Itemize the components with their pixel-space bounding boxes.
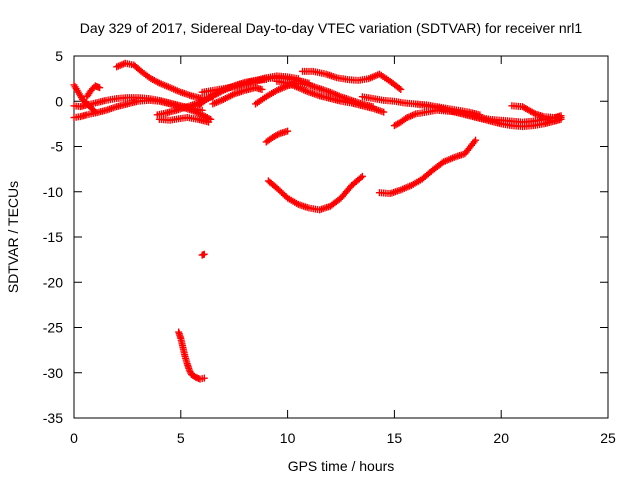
series-track-m	[299, 67, 405, 93]
series-track-e	[113, 59, 217, 103]
data-point	[557, 114, 565, 122]
chart-title: Day 329 of 2017, Sidereal Day-to-day VTE…	[80, 20, 583, 36]
x-axis-label: GPS time / hours	[288, 458, 395, 474]
y-tick-label: -35	[43, 410, 63, 426]
y-tick-label: -15	[43, 229, 63, 245]
y-tick-label: 0	[55, 93, 63, 109]
data-point	[530, 109, 538, 117]
y-axis-label: SDTVAR / TECUs	[5, 181, 21, 293]
data-point	[198, 106, 206, 114]
series-track-u	[198, 250, 208, 259]
data-point	[395, 84, 403, 92]
x-tick-label: 0	[70, 430, 78, 446]
series-track-s	[264, 172, 366, 214]
data-point	[90, 107, 98, 115]
series-track-q	[508, 102, 565, 122]
x-tick-label: 15	[387, 430, 403, 446]
data-point	[91, 108, 99, 116]
x-tick-label: 20	[493, 430, 509, 446]
series-track-t	[375, 136, 480, 198]
y-axis: 5 0 -5 -10 -15 -20 -25 -30 -35	[43, 48, 608, 426]
series-track-d	[83, 82, 104, 101]
x-axis: 0 5 10 15 20 25	[70, 56, 616, 446]
x-tick-label: 5	[177, 430, 185, 446]
series-track-v	[175, 328, 208, 383]
y-tick-label: -10	[43, 184, 63, 200]
data-point	[284, 127, 292, 135]
data-point	[258, 85, 266, 93]
x-tick-label: 10	[280, 430, 296, 446]
data-point	[358, 172, 366, 180]
x-tick-label: 25	[600, 430, 616, 446]
y-tick-label: 5	[55, 48, 63, 64]
data-points	[70, 59, 565, 383]
data-point	[472, 136, 480, 144]
series-track-j	[209, 84, 266, 108]
y-tick-label: -20	[43, 274, 63, 290]
data-point	[96, 84, 104, 92]
series-track-r	[262, 127, 292, 146]
series-track-l	[273, 77, 388, 116]
y-tick-label: -30	[43, 365, 63, 381]
data-point	[205, 118, 213, 126]
data-point	[273, 131, 281, 139]
data-point	[357, 174, 365, 182]
data-point	[200, 250, 208, 258]
series-track-f	[155, 114, 213, 126]
y-tick-label: -25	[43, 320, 63, 336]
data-point	[380, 108, 388, 116]
data-point	[200, 374, 208, 382]
data-point	[397, 85, 405, 93]
y-tick-label: -5	[51, 139, 64, 155]
series-track-c	[70, 81, 99, 116]
